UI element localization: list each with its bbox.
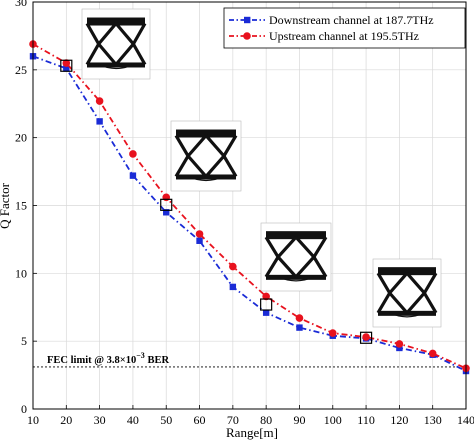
legend-entry: Upstream channel at 195.5THz bbox=[229, 29, 419, 43]
y-tick-label: 20 bbox=[15, 131, 27, 145]
highlight-marker bbox=[60, 59, 73, 72]
eye-diagram-inset bbox=[260, 222, 332, 292]
x-tick-label: 30 bbox=[94, 413, 106, 427]
data-point bbox=[296, 324, 303, 331]
y-tick-label: 0 bbox=[21, 402, 27, 416]
x-tick-label: 50 bbox=[160, 413, 172, 427]
data-point bbox=[129, 150, 137, 158]
data-point bbox=[63, 65, 70, 72]
data-point bbox=[262, 292, 270, 301]
y-axis-title: Q Factor bbox=[0, 182, 12, 229]
eye-diagram-inset bbox=[81, 8, 151, 80]
data-point bbox=[95, 97, 104, 105]
x-tick-label: 60 bbox=[194, 413, 206, 427]
data-point bbox=[428, 349, 437, 358]
x-tick-label: 100 bbox=[324, 413, 342, 427]
highlight-marker bbox=[359, 331, 373, 344]
data-point bbox=[229, 262, 237, 271]
data-point bbox=[396, 344, 403, 352]
legend-entry: Downstream channel at 187.7THz bbox=[229, 13, 434, 27]
data-point bbox=[129, 172, 137, 179]
legend: Downstream channel at 187.7THz Upstream c… bbox=[223, 7, 466, 49]
series-line bbox=[32, 55, 467, 372]
data-point bbox=[229, 283, 237, 291]
eye-diagram-insets bbox=[81, 8, 442, 328]
x-tick-label: 120 bbox=[390, 413, 408, 427]
x-tick-label: 130 bbox=[424, 413, 442, 427]
highlight-marker bbox=[160, 198, 173, 211]
y-tick-label: 25 bbox=[15, 63, 27, 77]
y-tick-label: 15 bbox=[15, 199, 27, 213]
x-tick-label: 20 bbox=[60, 413, 72, 427]
eye-diagram-inset bbox=[372, 258, 442, 328]
legend-marker bbox=[243, 32, 251, 40]
highlight-marker bbox=[260, 298, 273, 311]
legend-items: Downstream channel at 187.7THz Upstream c… bbox=[229, 13, 434, 43]
fec-limit-label-exponent: −3 bbox=[136, 351, 145, 360]
y-tick-label: 10 bbox=[15, 266, 27, 280]
x-tick-label: 90 bbox=[293, 413, 305, 427]
x-tick-label: 10 bbox=[27, 413, 39, 427]
y-tick-label: 30 bbox=[15, 0, 27, 9]
x-axis-title: Range[m] bbox=[226, 425, 278, 440]
x-tick-label: 140 bbox=[457, 413, 474, 427]
legend-label: Upstream channel at 195.5THz bbox=[269, 29, 419, 43]
data-point bbox=[62, 59, 71, 67]
data-point bbox=[96, 118, 103, 125]
data-point bbox=[295, 314, 304, 322]
series-group bbox=[29, 40, 470, 375]
y-tick-label: 5 bbox=[21, 334, 27, 348]
x-tick-label: 110 bbox=[357, 413, 375, 427]
x-tick-label: 70 bbox=[227, 413, 239, 427]
legend-marker bbox=[244, 16, 251, 24]
fec-limit-group: FEC limit @ 3.8×10−3 BER bbox=[33, 351, 466, 368]
data-point bbox=[328, 329, 337, 337]
y-axis-ticks: 0 5 10 15 20 25 30 bbox=[15, 0, 37, 416]
data-point bbox=[196, 237, 203, 244]
highlight-markers bbox=[60, 59, 373, 344]
fec-limit-label: FEC limit @ 3.8×10−3 BER bbox=[47, 351, 169, 366]
data-point bbox=[162, 193, 171, 202]
x-tick-label: 80 bbox=[260, 413, 272, 427]
eye-diagram-inset bbox=[170, 120, 242, 192]
data-point bbox=[262, 309, 270, 316]
data-point bbox=[195, 230, 204, 238]
legend-label: Downstream channel at 187.7THz bbox=[269, 13, 434, 27]
fec-limit-label-suffix: BER bbox=[145, 355, 170, 366]
data-point bbox=[395, 340, 404, 348]
legend-box bbox=[223, 7, 466, 49]
x-axis-ticks: 10 20 30 40 50 60 70 80 90 100 110 120 130 140 bbox=[27, 405, 474, 427]
data-point bbox=[362, 333, 370, 341]
series-line bbox=[32, 43, 467, 370]
data-point bbox=[163, 209, 170, 216]
fec-limit-label-prefix: FEC limit @ 3.8×10 bbox=[47, 355, 136, 366]
x-tick-label: 40 bbox=[127, 413, 139, 427]
